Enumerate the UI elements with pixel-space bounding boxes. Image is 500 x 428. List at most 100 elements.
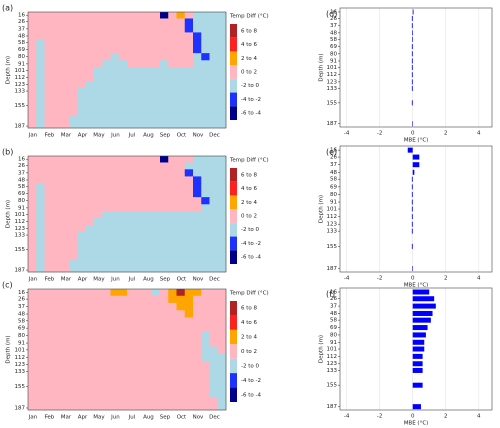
y-tick-label: 58: [18, 40, 25, 46]
heat-cell: [217, 183, 227, 191]
y-tick-label: 69: [330, 184, 337, 190]
heat-cell: [184, 368, 194, 380]
bar: [411, 58, 413, 64]
heat-cell: [160, 190, 169, 198]
x-tick-label: May: [93, 415, 105, 421]
heat-cell: [85, 81, 95, 89]
heat-cell: [52, 39, 62, 47]
bar: [411, 44, 413, 50]
bar: [412, 353, 423, 359]
heat-cell: [201, 60, 210, 68]
heat-cell: [44, 259, 54, 273]
heat-cell: [135, 331, 144, 340]
heat-cell: [36, 378, 45, 398]
heat-cell: [36, 289, 45, 297]
heat-cell: [102, 18, 111, 26]
heat-cell: [135, 317, 144, 325]
heat-cell: [110, 115, 120, 129]
heat-cell: [94, 190, 103, 198]
heat-cell: [209, 211, 219, 219]
y-tick-label: 58: [18, 318, 25, 324]
heat-cell: [36, 353, 45, 362]
heat-cell: [143, 310, 153, 318]
heat-cell: [135, 190, 144, 198]
heat-cell: [143, 162, 153, 170]
heat-cell: [143, 225, 153, 233]
heat-cell: [127, 98, 136, 116]
heat-cell: [193, 339, 202, 347]
heat-cell: [135, 368, 144, 380]
heat-cell: [118, 204, 128, 212]
heat-cell: [44, 81, 54, 89]
heat-cell: [127, 162, 136, 170]
legend-label: 4 to 6: [241, 42, 258, 48]
legend-swatch: [230, 250, 237, 264]
heat-cell: [102, 39, 111, 47]
heat-cell: [94, 289, 103, 297]
heat-cell: [110, 190, 120, 198]
heat-cell: [28, 169, 37, 177]
bar: [411, 214, 413, 220]
heat-cell: [176, 12, 186, 19]
heat-cell: [61, 310, 70, 318]
heat-cell: [184, 176, 194, 184]
panel-label: (d): [326, 10, 337, 19]
heat-cell: [102, 60, 111, 68]
heat-cell: [209, 39, 219, 47]
heat-cell: [85, 32, 95, 40]
x-tick-label: Aug: [143, 415, 154, 421]
heat-cell: [127, 317, 136, 325]
heat-cell: [44, 67, 54, 75]
heat-cell: [168, 289, 177, 297]
heat-cell: [209, 162, 219, 170]
heat-cell: [77, 204, 87, 212]
heat-cell: [160, 289, 169, 297]
heat-cell: [160, 353, 169, 362]
y-tick-label: 101: [15, 347, 26, 353]
heat-cell: [143, 197, 153, 205]
heat-cell: [135, 156, 144, 163]
heat-cell: [127, 259, 136, 273]
heat-cell: [127, 360, 136, 369]
legend-label: -4 to -2: [241, 378, 261, 384]
heat-cell: [52, 98, 62, 116]
heat-cell: [135, 295, 144, 304]
heat-cell: [28, 397, 37, 411]
y-tick-label: 48: [330, 170, 337, 176]
heat-cell: [160, 204, 169, 212]
legend-title: Temp Diff (°C): [229, 291, 269, 297]
heat-cell: [160, 339, 169, 347]
legend-swatch: [230, 106, 237, 120]
y-axis-label: Depth (m): [6, 200, 12, 228]
x-tick-label: Apr: [78, 277, 88, 283]
heat-cell: [69, 217, 78, 226]
heat-cell: [118, 310, 128, 318]
heat-cell: [102, 339, 111, 347]
y-tick-label: 91: [18, 341, 25, 347]
heat-cell: [36, 67, 45, 75]
heat-cell: [135, 162, 144, 170]
heat-cell: [94, 204, 103, 212]
heat-cell: [52, 302, 62, 311]
x-axis-label: MBE (°C): [404, 283, 429, 289]
heat-cell: [135, 73, 144, 82]
heat-cell: [110, 32, 120, 40]
y-tick-label: 48: [18, 177, 25, 183]
heat-cell: [85, 12, 95, 19]
legend-swatch: [230, 24, 237, 38]
heat-cell: [44, 73, 54, 82]
heat-cell: [160, 225, 169, 233]
heat-cell: [135, 310, 144, 318]
heat-cell: [193, 73, 202, 82]
bar: [412, 296, 435, 302]
heat-cell: [151, 295, 161, 304]
heat-cell: [209, 18, 219, 26]
bar: [412, 404, 421, 410]
heat-cell: [85, 302, 95, 311]
heat-cell: [143, 317, 153, 325]
heat-cell: [28, 346, 37, 354]
heat-cell: [168, 211, 177, 219]
heat-cell: [28, 204, 37, 212]
heat-cell: [135, 302, 144, 311]
heat-cell: [143, 81, 153, 89]
